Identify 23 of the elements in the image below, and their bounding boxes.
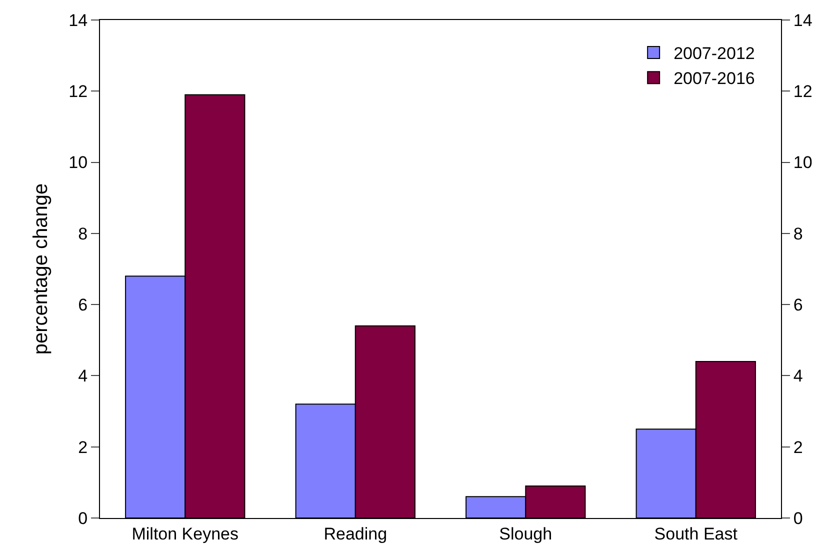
y-tick-label: 0 [78, 508, 88, 528]
y-tick-label: 6 [78, 296, 88, 315]
x-tick-label: Reading [324, 524, 388, 544]
y-axis-title: percentage change [30, 183, 52, 355]
y2-tick-label: 6 [793, 296, 803, 315]
y-tick-label: 14 [68, 10, 88, 30]
y2-tick-label: 8 [793, 224, 803, 244]
legend-label: 2007-2016 [674, 69, 755, 88]
x-tick-label: South East [654, 524, 738, 544]
y-tick-label: 12 [68, 82, 88, 102]
y2-tick-label: 4 [793, 366, 803, 386]
y2-tick-label: 12 [793, 82, 812, 102]
y2-tick-label: 14 [793, 10, 812, 30]
legend-label: 2007-2012 [674, 44, 755, 64]
y-tick-label: 2 [78, 438, 88, 457]
y2-tick-label: 10 [793, 153, 812, 172]
x-tick-label: Milton Keynes [132, 524, 239, 544]
y-tick-label: 8 [78, 224, 88, 244]
y2-tick-label: 2 [793, 438, 803, 457]
y2-tick-label: 0 [793, 508, 803, 528]
y-tick-label: 4 [78, 366, 88, 386]
y-tick-label: 10 [68, 153, 88, 172]
x-tick-label: Slough [499, 524, 552, 544]
